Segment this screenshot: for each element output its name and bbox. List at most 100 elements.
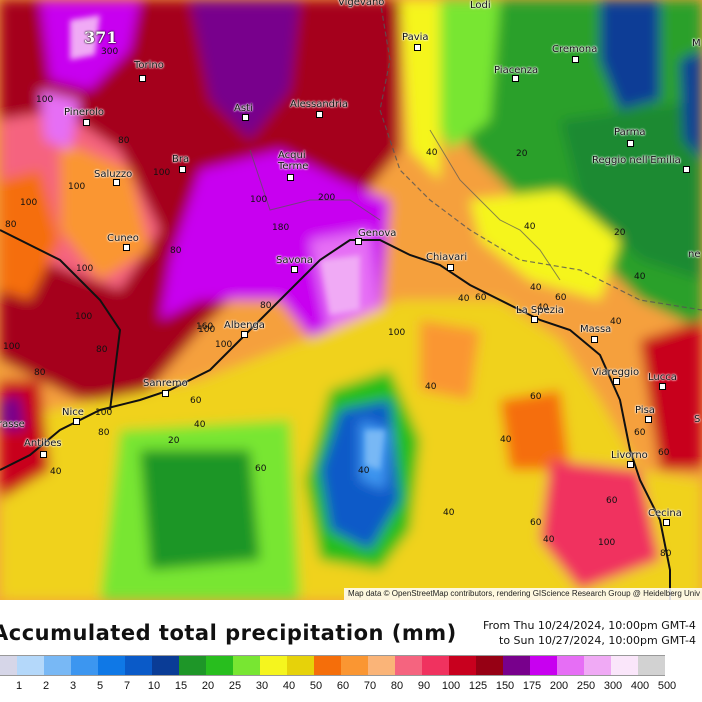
legend-swatch — [314, 656, 341, 675]
city-marker-parma — [627, 140, 634, 147]
legend-swatch — [44, 656, 71, 675]
city-label-saluzzo: Saluzzo — [94, 169, 133, 180]
contour-label: 40 — [443, 508, 455, 518]
city-label-sanremo: Sanremo — [143, 378, 188, 389]
contour-label: 40 — [458, 294, 470, 304]
contour-label: 40 — [537, 303, 549, 313]
period-info: From Thu 10/24/2024, 10:00pm GMT-4 to Su… — [483, 618, 696, 648]
contour-label: 60 — [190, 396, 202, 406]
city-label-la-spezia: La Spezia — [516, 305, 564, 316]
city-label-m: M — [692, 38, 701, 49]
legend-swatch — [503, 656, 530, 675]
contour-label: 40 — [426, 148, 438, 158]
legend-tick-label: 500 — [657, 680, 677, 692]
legend-tick-label: 10 — [147, 680, 161, 692]
legend-tick-label: 70 — [363, 680, 377, 692]
contour-label: 80 — [98, 428, 110, 438]
city-marker-reggio-emilia — [683, 166, 690, 173]
legend-swatch — [287, 656, 314, 675]
contour-label: 60 — [634, 428, 646, 438]
contour-label: 100 — [388, 328, 406, 338]
city-marker-asti — [242, 114, 249, 121]
legend-swatch — [179, 656, 206, 675]
city-label-acqui-terme: Acqui Terme — [278, 150, 309, 172]
legend-tick-label: 50 — [309, 680, 323, 692]
contour-label: 200 — [318, 193, 336, 203]
contour-label: 20 — [516, 149, 528, 159]
legend-swatch — [449, 656, 476, 675]
legend-tick-label: 5 — [96, 680, 104, 692]
legend-tick-label: 40 — [282, 680, 296, 692]
contour-label: 40 — [634, 272, 646, 282]
city-marker-sanremo — [162, 390, 169, 397]
city-label-albenga: Albenga — [224, 320, 265, 331]
legend-swatch — [71, 656, 98, 675]
color-legend — [0, 655, 665, 676]
contour-label: 40 — [425, 382, 437, 392]
city-label-antibes: Antibes — [24, 438, 62, 449]
legend-swatch — [125, 656, 152, 675]
city-label-viareggio: Viareggio — [592, 367, 640, 378]
contour-label: 20 — [168, 436, 180, 446]
city-label-pavia: Pavia — [402, 32, 429, 43]
city-label-reggio-emilia: Reggio nell'Emilia — [592, 155, 681, 166]
contour-label: 80 — [118, 136, 130, 146]
city-label-ne: ne — [688, 249, 701, 260]
legend-tick-label: 20 — [201, 680, 215, 692]
contour-label: 40 — [524, 222, 536, 232]
city-marker-massa — [591, 336, 598, 343]
contour-label: 60 — [255, 464, 267, 474]
legend-swatch — [260, 656, 287, 675]
city-marker-nice — [73, 418, 80, 425]
legend-swatch — [530, 656, 557, 675]
map-attribution: Map data © OpenStreetMap contributors, r… — [344, 588, 702, 600]
city-label-alessandria: Alessandria — [290, 99, 349, 110]
city-label-savona: Savona — [276, 255, 313, 266]
legend-swatch — [152, 656, 179, 675]
city-marker-chiavari — [447, 264, 454, 271]
contour-label: 80 — [5, 220, 17, 230]
city-marker-la-spezia — [531, 316, 538, 323]
legend-swatch — [341, 656, 368, 675]
city-label-cremona: Cremona — [552, 44, 598, 55]
city-marker-livorno — [627, 461, 634, 468]
period-to: to Sun 10/27/2024, 10:00pm GMT-4 — [499, 634, 696, 647]
city-label-nice: Nice — [62, 407, 84, 418]
contour-label: 60 — [530, 392, 542, 402]
contour-label: 100 — [20, 198, 38, 208]
contour-label: 40 — [500, 435, 512, 445]
legend-tick-label: 1 — [15, 680, 23, 692]
city-label-lodi: Lodi — [470, 0, 491, 11]
city-label-vigevano: Vigevano — [338, 0, 385, 8]
chart-title: Accumulated total precipitation (mm) — [0, 621, 457, 645]
legend-tick-label: 400 — [630, 680, 650, 692]
city-label-parma: Parma — [614, 127, 646, 138]
contour-label: 100 — [68, 182, 86, 192]
legend-swatch — [206, 656, 233, 675]
city-marker-cuneo — [123, 244, 130, 251]
contour-label: 100 — [95, 408, 113, 418]
contour-label: 60 — [475, 293, 487, 303]
legend-swatch — [611, 656, 638, 675]
precipitation-map[interactable]: Vigevano Lodi Pavia Cremona Torino Piace… — [0, 0, 702, 600]
contour-label: 40 — [194, 420, 206, 430]
legend-tick-label: 175 — [522, 680, 542, 692]
city-marker-viareggio — [613, 378, 620, 385]
city-label-grasse: rasse — [0, 419, 25, 430]
legend-swatch — [422, 656, 449, 675]
city-label-bra: Bra — [172, 154, 190, 165]
legend-tick-label: 7 — [123, 680, 131, 692]
legend-tick-label: 150 — [495, 680, 515, 692]
legend-tick-label: 80 — [390, 680, 404, 692]
city-marker-savona — [291, 266, 298, 273]
city-marker-bra — [179, 166, 186, 173]
legend-swatch — [98, 656, 125, 675]
contour-label: 300 — [101, 47, 119, 57]
legend-tick-label: 100 — [441, 680, 461, 692]
city-label-torino: Torino — [134, 60, 164, 71]
legend-tick-label: 200 — [549, 680, 569, 692]
city-marker-acqui-terme — [287, 174, 294, 181]
city-label-lucca: Lucca — [648, 372, 677, 383]
contour-label: 40 — [543, 535, 555, 545]
city-label-chiavari: Chiavari — [426, 252, 468, 263]
